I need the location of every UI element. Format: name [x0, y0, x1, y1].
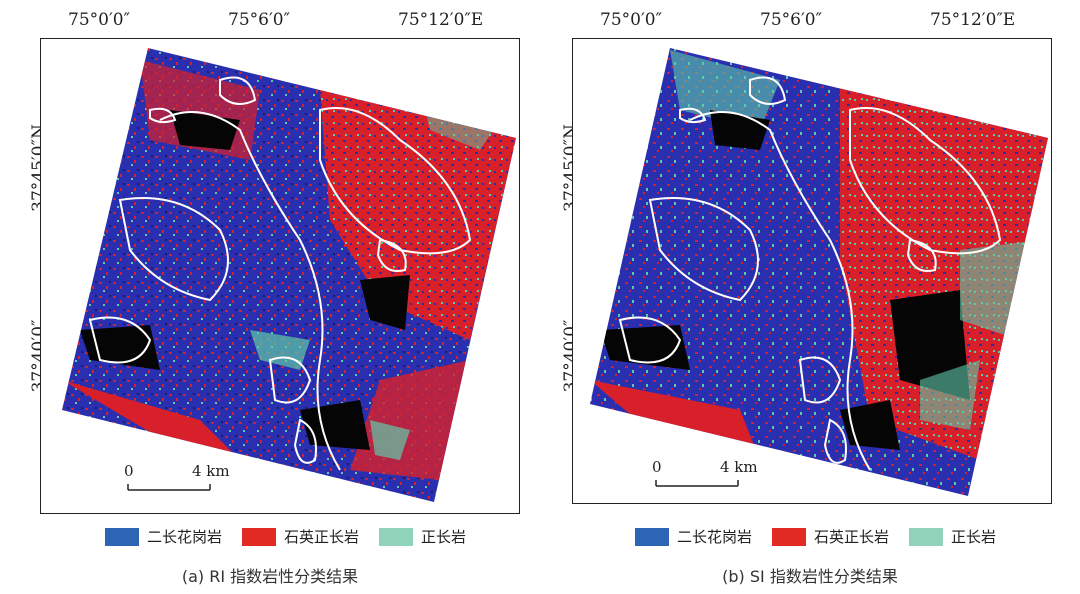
caption-a: (a) RI 指数岩性分类结果	[181, 567, 359, 586]
legend-item-syenite: 正长岩	[379, 526, 466, 547]
lon-label-2: 75°6′0″	[760, 10, 822, 30]
scale-label: 4 km	[192, 462, 230, 480]
scale-zero: 0	[652, 458, 662, 476]
legend-label: 正长岩	[951, 528, 997, 546]
scale-bar-b	[655, 480, 739, 487]
legend-label: 正长岩	[421, 528, 467, 546]
legend-label: 二长花岗岩	[677, 528, 753, 546]
lon-label-3: 75°12′0″E	[398, 10, 484, 30]
scale-bar-a	[127, 484, 211, 491]
classification-map-a	[62, 48, 516, 502]
legend-item-monzogranite: 二长花岗岩	[635, 526, 752, 547]
swatch-red	[242, 527, 277, 546]
legend-label: 二长花岗岩	[147, 528, 223, 546]
caption-b: (b) SI 指数岩性分类结果	[722, 567, 898, 586]
panel-b: 75°0′0″ 75°6′0″ 75°12′0″E 37°45′0″N 37°4…	[540, 0, 1080, 594]
legend-a: 二长花岗岩 石英正长岩 正长岩	[105, 526, 466, 547]
legend-b: 二长花岗岩 石英正长岩 正长岩	[635, 526, 996, 547]
swatch-red	[772, 527, 807, 546]
swatch-blue	[105, 527, 139, 546]
classification-map-b	[590, 48, 1048, 496]
legend-item-syenite: 正长岩	[909, 526, 996, 547]
legend-item-monzogranite: 二长花岗岩	[105, 526, 222, 547]
scale-zero: 0	[124, 462, 134, 480]
swatch-cyan	[909, 527, 944, 546]
swatch-blue	[635, 527, 669, 546]
swatch-cyan	[379, 527, 414, 546]
scale-label: 4 km	[720, 458, 758, 476]
lon-label-3: 75°12′0″E	[930, 10, 1016, 30]
panel-a: 75°0′0″ 75°6′0″ 75°12′0″E 37°45′0″N 37°4…	[29, 10, 520, 586]
legend-item-quartz-syenite: 石英正长岩	[772, 526, 889, 547]
lon-label-2: 75°6′0″	[228, 10, 290, 30]
legend-item-quartz-syenite: 石英正长岩	[242, 526, 359, 547]
legend-label: 石英正长岩	[284, 528, 360, 546]
lon-label-1: 75°0′0″	[68, 10, 130, 30]
lon-label-1: 75°0′0″	[600, 10, 662, 30]
legend-label: 石英正长岩	[814, 528, 890, 546]
